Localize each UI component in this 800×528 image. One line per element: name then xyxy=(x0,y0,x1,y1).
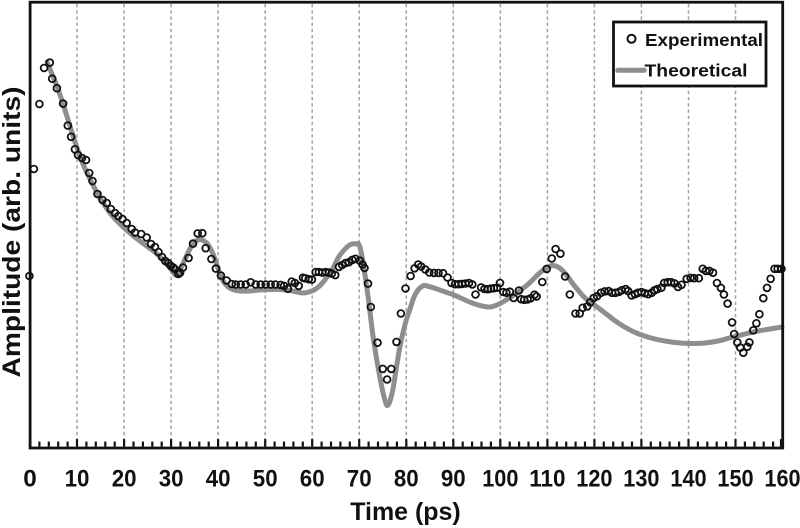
svg-text:60: 60 xyxy=(300,465,325,492)
svg-text:130: 130 xyxy=(623,465,659,492)
svg-text:30: 30 xyxy=(159,465,184,492)
svg-text:Amplitude (arb. units): Amplitude (arb. units) xyxy=(0,87,26,378)
svg-text:100: 100 xyxy=(482,465,518,492)
svg-text:120: 120 xyxy=(576,465,612,492)
svg-text:0: 0 xyxy=(23,465,37,492)
svg-text:80: 80 xyxy=(394,465,419,492)
svg-text:70: 70 xyxy=(347,465,372,492)
svg-text:110: 110 xyxy=(529,465,565,492)
svg-text:140: 140 xyxy=(670,465,706,492)
svg-text:20: 20 xyxy=(112,465,137,492)
svg-text:Experimental: Experimental xyxy=(645,30,763,50)
svg-text:Theoretical: Theoretical xyxy=(645,61,748,81)
svg-text:40: 40 xyxy=(206,465,231,492)
svg-text:160: 160 xyxy=(764,465,800,492)
svg-text:10: 10 xyxy=(65,465,90,492)
svg-text:Time (ps): Time (ps) xyxy=(350,498,461,526)
svg-text:50: 50 xyxy=(253,465,278,492)
svg-text:150: 150 xyxy=(717,465,753,492)
svg-text:90: 90 xyxy=(441,465,466,492)
